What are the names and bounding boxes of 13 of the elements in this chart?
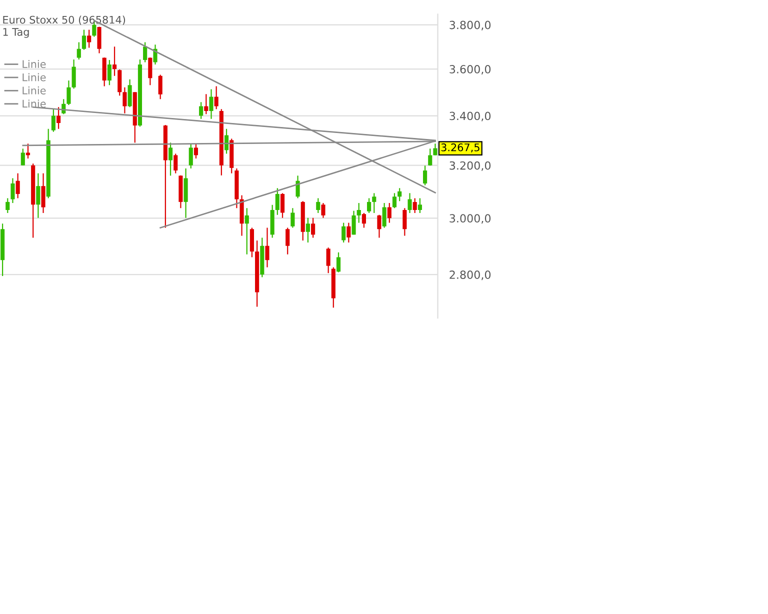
y-tick-label: 3.600,0 (450, 65, 491, 75)
legend-label: Linie (22, 60, 46, 68)
text: 1 Tag (3, 28, 29, 38)
chart-title: Euro Stoxx 50 (965814) (3, 16, 126, 25)
y-tick-label: 3.000,0 (450, 214, 491, 224)
y-tick-label: 2.800,0 (450, 270, 491, 280)
annotation: 3.267,5 (441, 143, 480, 152)
legend-label: Linie (22, 86, 46, 94)
y-tick-label: 3.200,0 (450, 161, 491, 171)
legend-label: Linie (22, 73, 46, 82)
y-tick-label: 3.800,0 (450, 20, 491, 30)
y-tick-label: 3.400,0 (450, 112, 491, 122)
legend-label: Linie (22, 100, 46, 108)
